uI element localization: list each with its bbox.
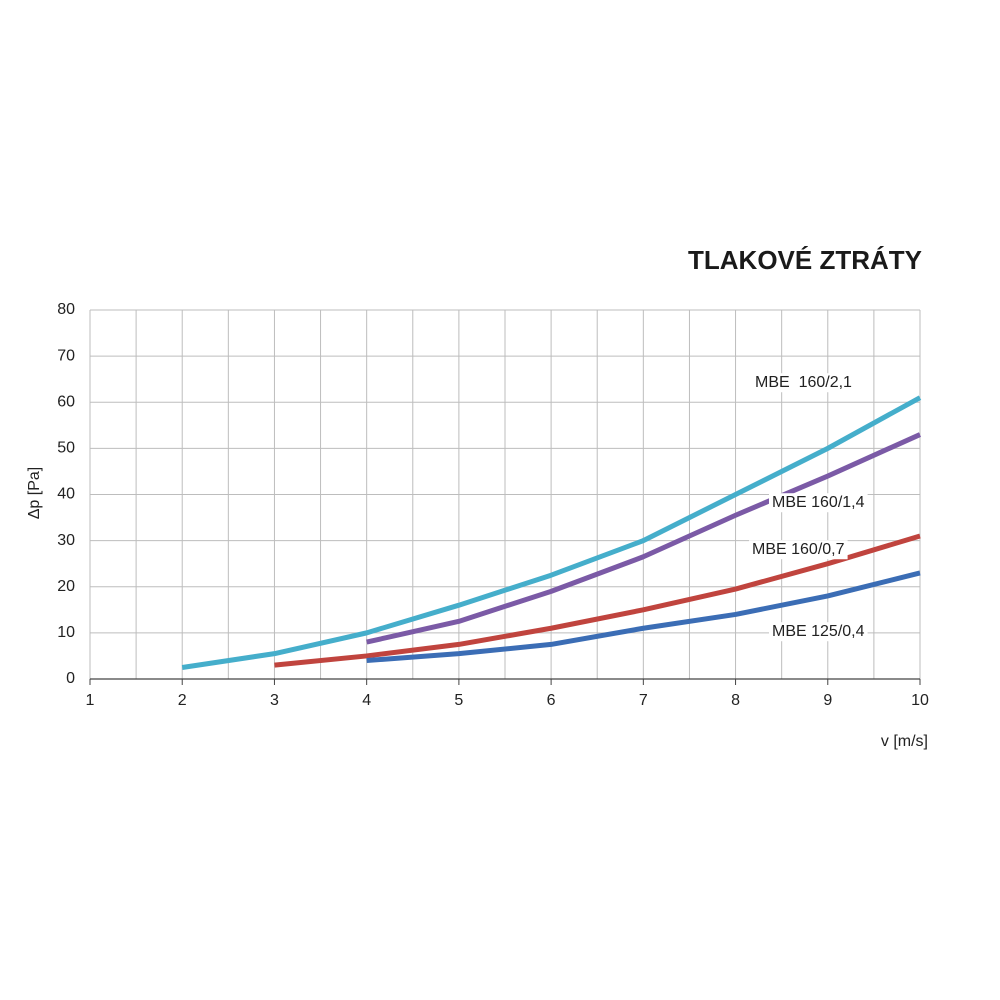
legend-label-bg xyxy=(749,540,848,560)
legend-label-bg xyxy=(752,373,856,393)
series-line xyxy=(366,432,922,645)
y-tick-label: 70 xyxy=(57,347,75,364)
x-tick-label: 6 xyxy=(547,692,556,709)
y-tick-label: 80 xyxy=(57,301,75,318)
x-tick-label: 10 xyxy=(911,692,929,709)
x-tick-label: 2 xyxy=(178,692,187,709)
x-tick-label: 8 xyxy=(731,692,740,709)
x-tick-label: 4 xyxy=(362,692,371,709)
x-tick-label: 1 xyxy=(86,692,95,709)
y-tick-label: 0 xyxy=(66,670,75,687)
y-tick-label: 30 xyxy=(57,532,75,549)
x-axis-label: v [m/s] xyxy=(881,733,928,750)
chart-title: TLAKOVÉ ZTRÁTY xyxy=(688,245,922,275)
legend-label: MBE 160/0,7 xyxy=(752,541,845,558)
series-line xyxy=(274,533,921,668)
y-tick-label: 10 xyxy=(57,624,75,641)
legend-label-bg xyxy=(769,622,868,642)
y-axis-label: Δp [Pa] xyxy=(26,467,43,520)
series-line xyxy=(181,395,922,670)
y-tick-label: 60 xyxy=(57,393,75,410)
series-line xyxy=(366,570,921,664)
x-tick-label: 7 xyxy=(639,692,648,709)
x-tick-label: 3 xyxy=(270,692,279,709)
legend-label: MBE 160/1,4 xyxy=(772,494,865,511)
x-tick-label: 5 xyxy=(454,692,463,709)
x-tick-label: 9 xyxy=(823,692,832,709)
legend-label: MBE 160/2,1 xyxy=(755,374,852,391)
y-tick-label: 20 xyxy=(57,578,75,595)
y-tick-label: 40 xyxy=(57,486,75,503)
y-tick-label: 50 xyxy=(57,440,75,457)
legend-label-bg xyxy=(769,493,868,513)
legend-label: MBE 125/0,4 xyxy=(772,623,865,640)
